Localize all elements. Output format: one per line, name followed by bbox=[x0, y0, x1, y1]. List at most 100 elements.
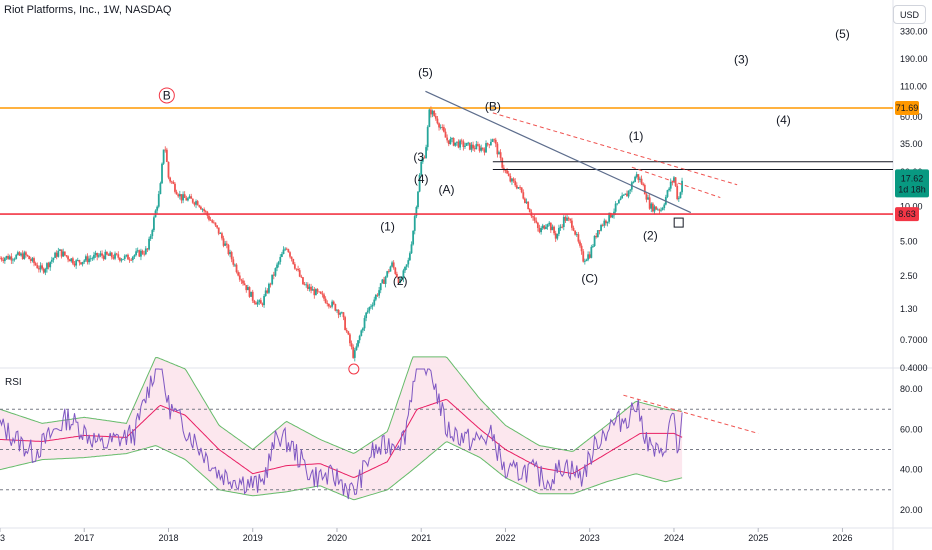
candle-body bbox=[272, 274, 275, 276]
candle-body bbox=[99, 253, 102, 256]
candle-body bbox=[161, 163, 163, 184]
candle-body bbox=[478, 145, 481, 151]
red-support-tag-text: 8.63 bbox=[898, 209, 916, 219]
candle-body bbox=[462, 141, 465, 147]
candle-body bbox=[258, 300, 261, 302]
candle-body bbox=[235, 264, 238, 273]
wave-label: (5) bbox=[418, 65, 433, 79]
candle-body bbox=[242, 280, 244, 284]
rsi-band-upper bbox=[0, 356, 683, 454]
wave-label-circle-cut bbox=[348, 363, 360, 375]
candle-body bbox=[397, 277, 400, 283]
candle-body bbox=[635, 174, 638, 177]
candle-body bbox=[425, 147, 427, 159]
candle-body bbox=[198, 205, 201, 207]
candle-body bbox=[185, 197, 188, 201]
rsi-line bbox=[0, 368, 683, 500]
candle-body bbox=[84, 256, 87, 261]
candle-body bbox=[498, 152, 500, 155]
candle-body bbox=[44, 269, 47, 273]
candle-body bbox=[468, 142, 471, 150]
currency-button[interactable]: USD bbox=[893, 5, 926, 24]
candle-body bbox=[110, 252, 113, 258]
candle-body bbox=[122, 258, 125, 260]
candle-body bbox=[183, 194, 186, 198]
candle-body bbox=[621, 195, 624, 199]
candle-body bbox=[243, 283, 246, 286]
candle-body bbox=[577, 234, 580, 242]
candle-body bbox=[29, 259, 32, 261]
candle-body bbox=[506, 170, 508, 174]
candle-body bbox=[292, 259, 295, 265]
rsi-dashed-trendline bbox=[623, 394, 759, 434]
current-price-countdown: 1d 18h bbox=[898, 184, 926, 194]
candle-body bbox=[363, 318, 366, 329]
candle-body bbox=[204, 211, 207, 212]
candle-body bbox=[528, 209, 531, 213]
candle-body bbox=[169, 177, 172, 182]
candle-body bbox=[426, 126, 429, 148]
candle-body bbox=[431, 110, 434, 115]
candle-body bbox=[652, 203, 654, 212]
candle-body bbox=[208, 215, 210, 220]
candle-body bbox=[668, 188, 671, 191]
time-axis-tick: 2022 bbox=[495, 533, 515, 543]
candle-body bbox=[512, 178, 515, 181]
candle-body bbox=[345, 330, 348, 332]
candle-body bbox=[0, 257, 1, 259]
candle-body bbox=[216, 225, 218, 228]
candle-body bbox=[405, 264, 408, 267]
candle-body bbox=[342, 312, 345, 318]
candle-body bbox=[55, 252, 58, 257]
candle-body bbox=[574, 230, 577, 235]
time-axis-tick: 2017 bbox=[74, 533, 94, 543]
candle-body bbox=[554, 233, 557, 239]
candle-body bbox=[302, 277, 304, 285]
candle-body bbox=[582, 251, 585, 262]
candle-body bbox=[214, 222, 217, 226]
wave-label: (5) bbox=[835, 27, 850, 41]
current-price-tag bbox=[895, 169, 929, 198]
candle-body bbox=[50, 259, 53, 262]
candle-body bbox=[447, 140, 450, 145]
candle-body bbox=[8, 256, 11, 260]
candle-body bbox=[143, 253, 146, 255]
candle-body bbox=[59, 249, 61, 251]
candle-body bbox=[20, 253, 22, 256]
candle-body bbox=[282, 249, 285, 254]
candle-body bbox=[583, 261, 586, 262]
candle-body bbox=[545, 226, 547, 229]
candle-body bbox=[190, 196, 193, 199]
candle-body bbox=[76, 260, 79, 261]
candle-body bbox=[327, 304, 330, 307]
candle-body bbox=[89, 258, 92, 260]
candle-body bbox=[465, 142, 468, 146]
candle-body bbox=[310, 286, 312, 291]
candle-body bbox=[73, 263, 76, 266]
candle-body bbox=[383, 279, 385, 284]
candle-body bbox=[347, 331, 350, 335]
candle-body bbox=[250, 291, 253, 297]
candle-body bbox=[352, 346, 355, 358]
candle-body bbox=[483, 149, 486, 153]
candle-body bbox=[222, 238, 225, 246]
candle-body bbox=[585, 259, 588, 262]
candle-body bbox=[75, 260, 78, 266]
wave-label: (1) bbox=[380, 220, 395, 234]
candle-body bbox=[284, 248, 287, 250]
candle-body bbox=[499, 152, 502, 159]
candle-body bbox=[579, 241, 581, 246]
candle-body bbox=[467, 142, 470, 144]
candle-body bbox=[509, 175, 512, 182]
candle-body bbox=[559, 226, 562, 229]
candle-body bbox=[485, 143, 487, 153]
candle-body bbox=[376, 294, 379, 296]
candle-body bbox=[611, 215, 614, 218]
candle-body bbox=[575, 234, 578, 235]
candle-body bbox=[279, 256, 282, 262]
candle-body bbox=[72, 258, 74, 264]
candle-body bbox=[227, 244, 230, 255]
candle-body bbox=[381, 279, 384, 284]
candle-body bbox=[564, 216, 567, 221]
